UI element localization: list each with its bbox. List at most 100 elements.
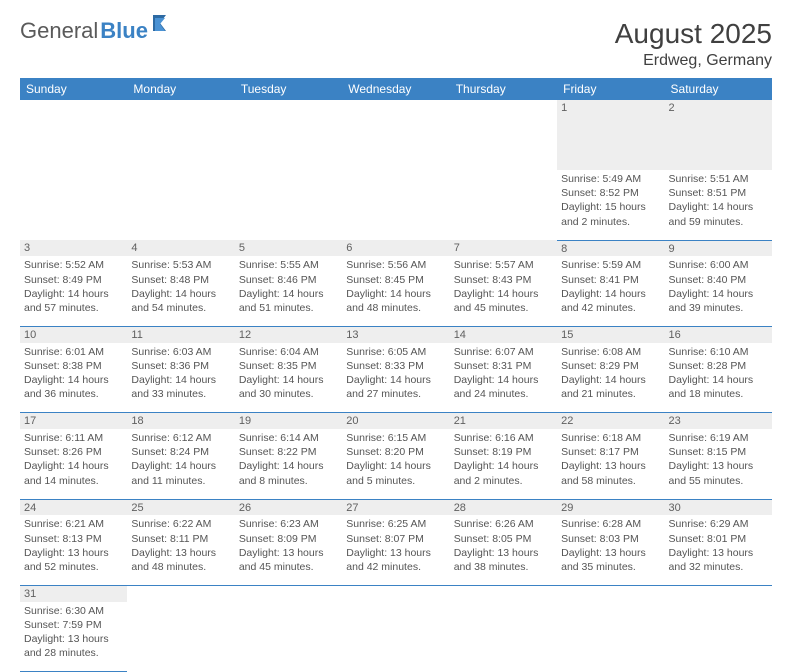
day-content: Sunrise: 6:14 AMSunset: 8:22 PMDaylight:… (239, 431, 338, 488)
day-info-cell (450, 602, 557, 672)
weekday-header: Sunday (20, 78, 127, 100)
day-number-cell: 19 (235, 413, 342, 429)
day-number-cell: 28 (450, 499, 557, 515)
daynum-row: 17181920212223 (20, 413, 772, 429)
header: GeneralBlue August 2025 Erdweg, Germany (20, 18, 772, 70)
day-info-cell (127, 602, 234, 672)
day-number-cell: 18 (127, 413, 234, 429)
day-content: Sunrise: 6:08 AMSunset: 8:29 PMDaylight:… (561, 345, 660, 402)
day-info-cell: Sunrise: 6:08 AMSunset: 8:29 PMDaylight:… (557, 343, 664, 413)
day-number-cell: 9 (665, 240, 772, 256)
day-content: Sunrise: 5:59 AMSunset: 8:41 PMDaylight:… (561, 258, 660, 315)
daynum-row: 31 (20, 585, 772, 601)
day-content: Sunrise: 5:55 AMSunset: 8:46 PMDaylight:… (239, 258, 338, 315)
day-number-cell: 11 (127, 326, 234, 342)
day-content: Sunrise: 6:28 AMSunset: 8:03 PMDaylight:… (561, 517, 660, 574)
day-info-cell: Sunrise: 6:01 AMSunset: 8:38 PMDaylight:… (20, 343, 127, 413)
logo-text-1: General (20, 18, 98, 44)
day-info-cell: Sunrise: 6:00 AMSunset: 8:40 PMDaylight:… (665, 256, 772, 326)
day-content: Sunrise: 6:29 AMSunset: 8:01 PMDaylight:… (669, 517, 768, 574)
day-number-cell: 16 (665, 326, 772, 342)
day-number-cell: 10 (20, 326, 127, 342)
day-info-cell: Sunrise: 6:12 AMSunset: 8:24 PMDaylight:… (127, 429, 234, 499)
day-content: Sunrise: 6:05 AMSunset: 8:33 PMDaylight:… (346, 345, 445, 402)
day-info-cell: Sunrise: 6:29 AMSunset: 8:01 PMDaylight:… (665, 515, 772, 585)
day-content: Sunrise: 6:30 AMSunset: 7:59 PMDaylight:… (24, 604, 123, 661)
weekday-header: Tuesday (235, 78, 342, 100)
day-number-cell (557, 585, 664, 601)
day-info-cell: Sunrise: 6:19 AMSunset: 8:15 PMDaylight:… (665, 429, 772, 499)
day-info-cell: Sunrise: 6:03 AMSunset: 8:36 PMDaylight:… (127, 343, 234, 413)
day-content: Sunrise: 6:11 AMSunset: 8:26 PMDaylight:… (24, 431, 123, 488)
day-number-cell: 14 (450, 326, 557, 342)
day-info-cell (235, 170, 342, 240)
day-info-cell: Sunrise: 6:28 AMSunset: 8:03 PMDaylight:… (557, 515, 664, 585)
day-info-cell: Sunrise: 5:51 AMSunset: 8:51 PMDaylight:… (665, 170, 772, 240)
day-content: Sunrise: 6:15 AMSunset: 8:20 PMDaylight:… (346, 431, 445, 488)
day-info-cell: Sunrise: 6:05 AMSunset: 8:33 PMDaylight:… (342, 343, 449, 413)
info-row: Sunrise: 6:30 AMSunset: 7:59 PMDaylight:… (20, 602, 772, 672)
day-info-cell: Sunrise: 6:21 AMSunset: 8:13 PMDaylight:… (20, 515, 127, 585)
day-content: Sunrise: 6:00 AMSunset: 8:40 PMDaylight:… (669, 258, 768, 315)
day-content: Sunrise: 6:07 AMSunset: 8:31 PMDaylight:… (454, 345, 553, 402)
weekday-header: Monday (127, 78, 234, 100)
day-content: Sunrise: 6:16 AMSunset: 8:19 PMDaylight:… (454, 431, 553, 488)
day-content: Sunrise: 6:18 AMSunset: 8:17 PMDaylight:… (561, 431, 660, 488)
day-number-cell: 21 (450, 413, 557, 429)
daynum-row: 10111213141516 (20, 326, 772, 342)
day-number-cell: 7 (450, 240, 557, 256)
day-info-cell: Sunrise: 5:52 AMSunset: 8:49 PMDaylight:… (20, 256, 127, 326)
day-number-cell (342, 585, 449, 601)
day-info-cell (127, 170, 234, 240)
day-number-cell: 24 (20, 499, 127, 515)
day-content: Sunrise: 6:01 AMSunset: 8:38 PMDaylight:… (24, 345, 123, 402)
day-number-cell: 22 (557, 413, 664, 429)
day-info-cell: Sunrise: 6:30 AMSunset: 7:59 PMDaylight:… (20, 602, 127, 672)
info-row: Sunrise: 5:52 AMSunset: 8:49 PMDaylight:… (20, 256, 772, 326)
daynum-row: 24252627282930 (20, 499, 772, 515)
day-content: Sunrise: 6:21 AMSunset: 8:13 PMDaylight:… (24, 517, 123, 574)
day-info-cell: Sunrise: 6:16 AMSunset: 8:19 PMDaylight:… (450, 429, 557, 499)
day-number-cell: 12 (235, 326, 342, 342)
day-number-cell: 4 (127, 240, 234, 256)
day-content: Sunrise: 5:51 AMSunset: 8:51 PMDaylight:… (669, 172, 768, 229)
day-number-cell: 23 (665, 413, 772, 429)
info-row: Sunrise: 6:11 AMSunset: 8:26 PMDaylight:… (20, 429, 772, 499)
day-number-cell (235, 100, 342, 170)
logo-text-2: Blue (100, 18, 148, 44)
day-info-cell: Sunrise: 6:10 AMSunset: 8:28 PMDaylight:… (665, 343, 772, 413)
day-number-cell (342, 100, 449, 170)
day-number-cell: 2 (665, 100, 772, 170)
day-number-cell (450, 100, 557, 170)
day-content: Sunrise: 6:19 AMSunset: 8:15 PMDaylight:… (669, 431, 768, 488)
day-number-cell (20, 100, 127, 170)
day-content: Sunrise: 6:22 AMSunset: 8:11 PMDaylight:… (131, 517, 230, 574)
day-number-cell (235, 585, 342, 601)
day-content: Sunrise: 5:53 AMSunset: 8:48 PMDaylight:… (131, 258, 230, 315)
weekday-header: Thursday (450, 78, 557, 100)
day-info-cell (665, 602, 772, 672)
day-number-cell: 13 (342, 326, 449, 342)
day-info-cell: Sunrise: 5:59 AMSunset: 8:41 PMDaylight:… (557, 256, 664, 326)
day-number-cell (127, 100, 234, 170)
weekday-header-row: SundayMondayTuesdayWednesdayThursdayFrid… (20, 78, 772, 100)
day-number-cell: 31 (20, 585, 127, 601)
month-title: August 2025 (615, 18, 772, 50)
day-info-cell (20, 170, 127, 240)
day-info-cell: Sunrise: 6:22 AMSunset: 8:11 PMDaylight:… (127, 515, 234, 585)
day-number-cell: 20 (342, 413, 449, 429)
day-content: Sunrise: 6:12 AMSunset: 8:24 PMDaylight:… (131, 431, 230, 488)
day-info-cell (342, 170, 449, 240)
day-number-cell: 17 (20, 413, 127, 429)
day-info-cell (557, 602, 664, 672)
day-content: Sunrise: 6:03 AMSunset: 8:36 PMDaylight:… (131, 345, 230, 402)
day-info-cell: Sunrise: 6:07 AMSunset: 8:31 PMDaylight:… (450, 343, 557, 413)
day-content: Sunrise: 6:10 AMSunset: 8:28 PMDaylight:… (669, 345, 768, 402)
day-info-cell: Sunrise: 5:56 AMSunset: 8:45 PMDaylight:… (342, 256, 449, 326)
day-content: Sunrise: 6:23 AMSunset: 8:09 PMDaylight:… (239, 517, 338, 574)
location: Erdweg, Germany (615, 52, 772, 70)
calendar-table: SundayMondayTuesdayWednesdayThursdayFrid… (20, 78, 772, 672)
day-number-cell (450, 585, 557, 601)
day-info-cell: Sunrise: 5:53 AMSunset: 8:48 PMDaylight:… (127, 256, 234, 326)
info-row: Sunrise: 6:21 AMSunset: 8:13 PMDaylight:… (20, 515, 772, 585)
